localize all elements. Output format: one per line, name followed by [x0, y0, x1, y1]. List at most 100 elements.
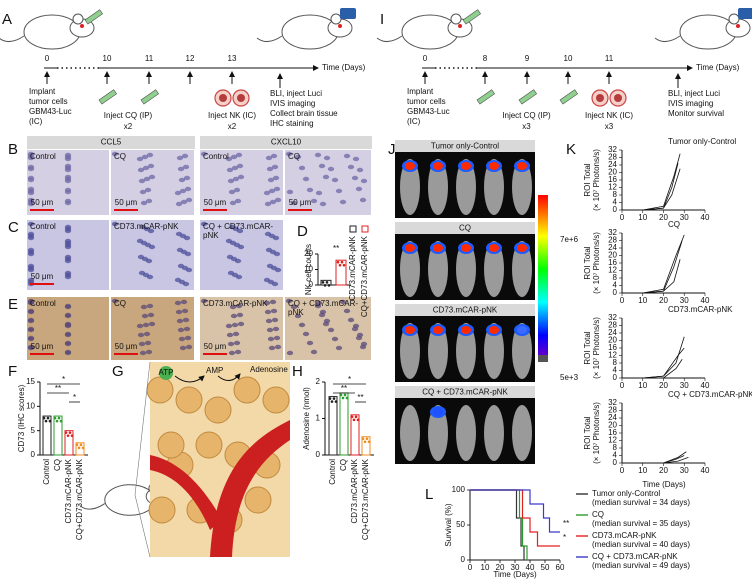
nucleus — [356, 167, 364, 173]
scale-label: 50 μm — [289, 198, 312, 207]
nucleus — [178, 177, 186, 183]
nucleus — [178, 336, 186, 342]
label: Inject NK (IC) — [585, 111, 633, 120]
bli-signal — [489, 326, 499, 334]
data-dot — [55, 419, 59, 423]
mouse-tail — [654, 35, 681, 42]
y-tick-label: 20 — [608, 336, 617, 345]
x-tick-label: 0 — [620, 466, 625, 475]
mouse-ear — [450, 13, 462, 25]
label: x3 — [522, 122, 531, 131]
nucleus — [136, 323, 144, 329]
mouse-ear — [330, 13, 342, 25]
nucleus — [331, 177, 339, 183]
syringe — [140, 89, 160, 105]
label: BLI, inject Luci — [270, 89, 322, 98]
panel-label: K — [566, 141, 576, 158]
y-tick-label: 20 — [304, 249, 313, 258]
nucleus — [27, 231, 35, 237]
data-dot — [64, 431, 68, 434]
nucleus — [335, 345, 343, 351]
bli-signal — [517, 244, 527, 252]
y-axis-label: NK cell counts — [304, 244, 313, 295]
nucleus — [267, 177, 275, 183]
y-tick-label: 8 — [613, 358, 618, 367]
column-header-bg — [27, 136, 195, 149]
vessel — [210, 420, 290, 557]
label: IHC staining — [270, 119, 314, 128]
plot-title: Tumor only-Control — [668, 137, 736, 146]
scale-label: 50 μm — [115, 198, 138, 207]
colorbar — [538, 195, 548, 360]
y-tick-label: 28 — [608, 236, 617, 245]
nucleus — [234, 198, 242, 204]
tumor-dot — [458, 24, 462, 28]
legend-note: (median survival = 34 days) — [592, 498, 690, 507]
y-tick-label: 24 — [608, 413, 617, 422]
nucleus — [140, 200, 148, 206]
column-header: CXCL10 — [271, 138, 302, 147]
nucleus — [27, 221, 35, 227]
nucleus — [229, 304, 237, 310]
mouse-image — [428, 241, 448, 297]
legend-label: CD73.mCAR-pNK — [348, 235, 357, 300]
x-tick-label: 0 — [620, 213, 625, 222]
label: IVIS imaging — [270, 99, 315, 108]
nucleus — [360, 178, 368, 184]
nucleus — [265, 247, 273, 253]
nucleus — [64, 189, 72, 195]
image-label: CD73.mCAR-pNK — [114, 222, 179, 231]
colorbar-min-swatch — [538, 355, 548, 362]
data-dot — [343, 393, 347, 397]
y-tick-label: 16 — [608, 343, 617, 352]
cell — [175, 386, 203, 414]
data-dot — [354, 415, 358, 419]
nucleus — [285, 151, 293, 157]
x-tick-label: 20 — [659, 213, 668, 222]
nucleus — [27, 300, 35, 306]
legend-label: CQ+CD73.mCAR-pNK — [360, 235, 369, 317]
x-tick-label: 20 — [659, 296, 668, 305]
scale-label: 50 μm — [204, 198, 227, 207]
nucleus — [142, 165, 150, 171]
nucleus — [230, 313, 238, 319]
growth-curve — [622, 336, 685, 379]
image-label: CQ + CD73.mCAR- — [203, 222, 273, 231]
mouse-tail — [376, 35, 403, 42]
data-dot — [79, 443, 83, 447]
x-tick-label: 30 — [680, 466, 689, 475]
nucleus — [271, 317, 279, 323]
nucleus — [327, 327, 335, 333]
nucleus — [27, 318, 35, 324]
nucleus — [269, 199, 277, 205]
y-tick-label: 2 — [316, 377, 321, 386]
bli-signal — [461, 162, 471, 170]
mouse-tail — [79, 503, 106, 510]
camera — [738, 8, 752, 19]
nucleus — [234, 349, 242, 355]
mouse-image — [456, 323, 476, 379]
x-tick-label: 20 — [659, 381, 668, 390]
label: BLI, inject Luci — [668, 89, 720, 98]
nucleus — [227, 341, 235, 347]
tick-label: 8 — [483, 54, 488, 63]
y-tick-label: 24 — [608, 328, 617, 337]
nucleus — [226, 254, 234, 260]
nucleus — [339, 199, 347, 205]
nucleus — [64, 200, 72, 206]
mouse-image — [512, 159, 532, 215]
nucleus — [64, 178, 72, 184]
bli-signal — [433, 326, 443, 334]
group-header-bg — [395, 304, 535, 316]
nucleus — [263, 277, 271, 283]
axis-label: Time (Days) — [322, 63, 366, 72]
nucleus — [27, 263, 35, 269]
bar — [361, 436, 371, 456]
x-tick-label: 10 — [638, 296, 647, 305]
nucleus — [139, 189, 147, 195]
significance: ** — [357, 393, 363, 402]
nucleus — [310, 349, 318, 355]
data-dot — [365, 437, 369, 441]
image-label: Control — [30, 299, 56, 308]
